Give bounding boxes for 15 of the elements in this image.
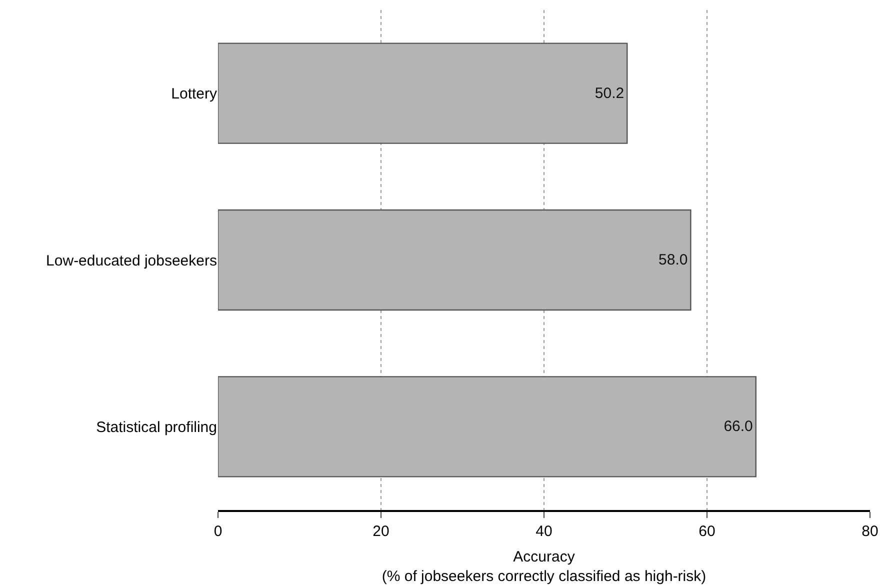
bar <box>218 209 692 311</box>
y-tick-label: Statistical profiling <box>96 418 217 436</box>
x-axis-title: Accuracy (% of jobseekers correctly classified as high-risk) <box>382 548 706 585</box>
x-tick-label: 60 <box>698 522 716 540</box>
x-tick-label: 20 <box>372 522 390 540</box>
x-tick-label: 0 <box>214 522 222 540</box>
x-tick-label: 40 <box>536 522 552 540</box>
y-tick-label: Lottery <box>171 86 218 103</box>
x-tick-label: 80 <box>862 522 878 540</box>
bar <box>218 376 756 478</box>
data-label: 66.0 <box>724 418 753 436</box>
data-label: 58.0 <box>658 252 688 268</box>
data-label: 50.2 <box>594 84 624 102</box>
bar <box>218 42 628 144</box>
y-tick-label: Low-educated jobseekers <box>46 252 217 270</box>
